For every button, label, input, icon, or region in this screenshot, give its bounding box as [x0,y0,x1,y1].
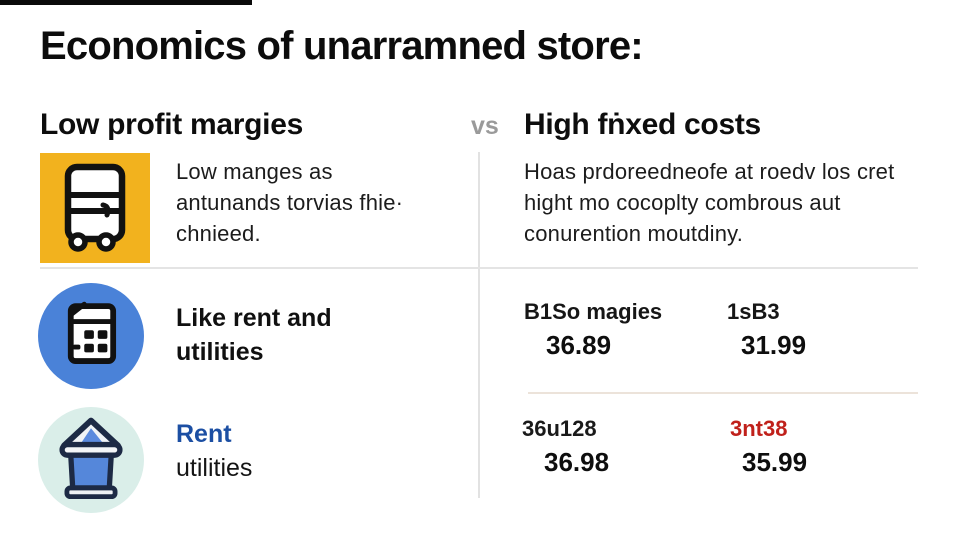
horizontal-divider-2 [528,392,918,394]
low-margin-description: Low manges as antunands torvias fhie· ch… [176,156,403,249]
stat-value: 36.89 [546,330,612,360]
stat-value: 31.99 [741,330,807,360]
column-heading-low-margins: Low profit margies [40,108,303,141]
description-line: antunands torvias fhie· [176,190,404,215]
stat-value: 36.98 [544,447,610,477]
calculator-document-glyph [67,301,117,364]
stat-margin-left: B1So magies 36.89 [524,299,662,361]
vs-label: vs [471,112,499,140]
stat-cost-right: 3nt38 35.99 [730,416,807,478]
stat-label: B1So magies [524,299,663,324]
stat-label: 36u128 [522,416,597,441]
label-line: utilities [176,338,264,366]
description-line: Low manges as [176,159,333,184]
vending-machine-glyph [64,163,126,252]
vending-machine-icon [40,153,150,263]
stat-label: 3nt38 [730,416,788,441]
top-edge-artifact [0,0,252,5]
description-line: hight mo cocoplty combrous aut [524,190,841,215]
stat-margin-right: 1sB3 31.99 [727,299,806,361]
label-line: Like rent and [176,304,332,332]
rent-label: Rent [176,420,232,448]
calculator-document-icon [38,283,144,389]
rent-utilities-label: Like rent and utilities [176,301,332,369]
bank-building-icon [38,407,144,513]
horizontal-divider-1 [40,267,918,269]
bank-building-glyph [59,417,123,500]
vertical-divider [478,152,480,498]
stat-label: 1sB3 [727,299,780,324]
description-line: conurention moutdiny. [524,221,744,246]
stat-cost-left: 36u128 36.98 [522,416,609,478]
utilities-label: utilities [176,454,253,482]
stat-value: 35.99 [742,447,808,477]
column-heading-fixed-costs: High fṅxed costs [524,108,761,141]
description-line: chnieed. [176,221,261,246]
page-title: Economics of unarramned store: [40,24,644,68]
fixed-costs-description: Hoas prdoreedneofe at roedv los cret hig… [524,156,894,249]
description-line: Hoas prdoreedneofe at roedv los cret [524,159,895,184]
